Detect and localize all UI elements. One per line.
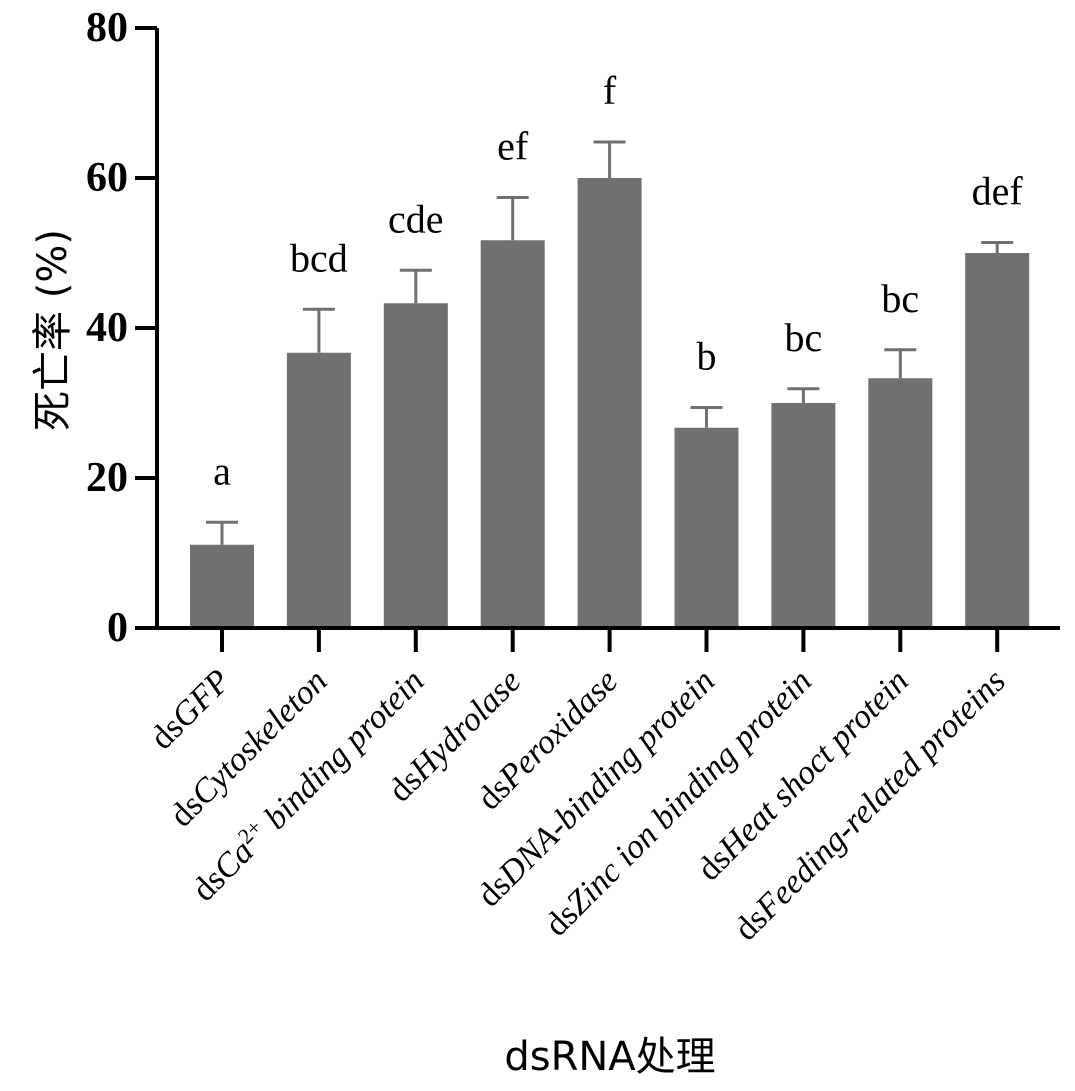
error-bar <box>884 348 917 379</box>
error-bar <box>399 268 432 304</box>
bar <box>480 240 545 628</box>
bar <box>965 253 1030 628</box>
y-ticks: 0 20 40 60 80 <box>86 5 157 651</box>
error-bar <box>206 520 238 545</box>
y-tick-label: 80 <box>86 5 128 51</box>
y-tick-label: 60 <box>86 155 128 201</box>
x-axis-title: dsRNA处理 <box>504 1034 715 1080</box>
significance-label: bc <box>785 315 823 360</box>
significance-label: ef <box>497 124 529 169</box>
y-tick-label: 20 <box>86 455 128 501</box>
bar <box>577 178 642 628</box>
bar <box>383 303 448 628</box>
error-bars <box>206 140 1014 545</box>
y-tick-label: 40 <box>86 305 128 351</box>
error-bar <box>302 307 335 353</box>
error-bar <box>496 196 529 241</box>
significance-label: cde <box>388 196 444 241</box>
y-axis-title: 死亡率 (%) <box>30 229 76 431</box>
bar <box>190 544 254 628</box>
y-tick-label: 0 <box>107 605 128 651</box>
bar <box>771 403 836 628</box>
bar <box>674 427 739 628</box>
error-bar <box>981 241 1014 253</box>
error-bar <box>787 387 820 403</box>
category-label: dsGFP <box>143 662 237 756</box>
x-ticks <box>220 628 1000 652</box>
significance-label: def <box>972 169 1024 214</box>
significance-label: b <box>697 334 717 379</box>
error-bar <box>593 140 626 178</box>
significance-label: bc <box>881 276 919 321</box>
bar <box>868 378 933 628</box>
bars <box>190 178 1030 628</box>
significance-label: a <box>213 448 231 493</box>
error-bar <box>690 406 723 428</box>
significance-label: f <box>603 68 617 113</box>
significance-label: bcd <box>290 235 348 280</box>
bar <box>286 352 351 628</box>
